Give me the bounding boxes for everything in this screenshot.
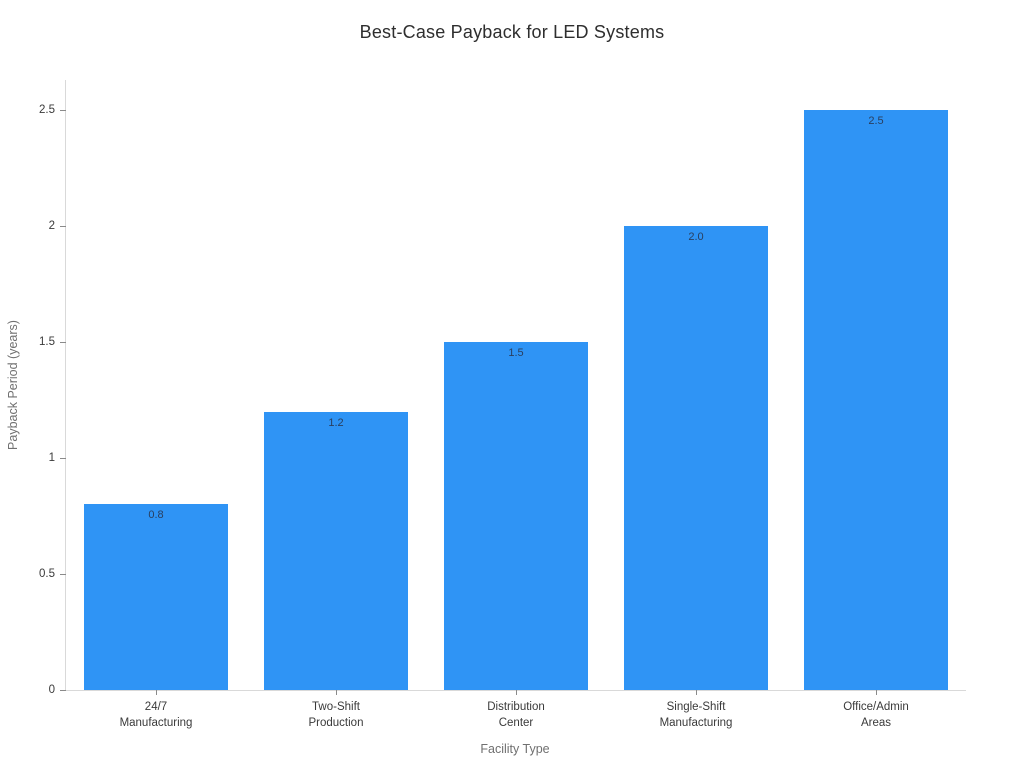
x-category-label: Distribution Center — [487, 701, 545, 729]
bar: 1.5 — [444, 342, 588, 690]
chart-title: Best-Case Payback for LED Systems — [359, 22, 665, 42]
y-tick-label: 1 — [48, 452, 55, 465]
y-tick-label: 0.5 — [39, 568, 55, 581]
y-axis-title: Payback Period (years) — [6, 320, 20, 450]
plot-area: 0 0.5 1 1.5 2 2.5 0.8 24/7 Manufacturing 1.2 Two-… — [39, 80, 966, 729]
bar-value-label: 2.5 — [868, 115, 884, 128]
x-tick-mark — [335, 690, 337, 695]
x-tick-mark — [695, 690, 697, 695]
x-category-label: Single-Shift Manufacturing — [659, 701, 733, 729]
x-category-label: Two-Shift Production — [308, 701, 364, 729]
bar-value-label: 1.2 — [328, 416, 344, 429]
y-tick-mark — [60, 109, 66, 111]
y-tick-mark — [60, 225, 66, 227]
x-category-label: 24/7 Manufacturing — [119, 701, 193, 729]
y-tick-mark — [60, 341, 66, 343]
y-tick-label: 0 — [48, 684, 55, 696]
x-tick-mark — [515, 690, 517, 695]
y-tick-label: 2 — [48, 220, 55, 233]
y-tick-mark — [60, 689, 66, 691]
x-axis-title: Facility Type — [480, 742, 550, 756]
bar-value-label: 2.0 — [688, 231, 704, 244]
bar: 0.8 — [84, 504, 228, 690]
bar-value-label: 0.8 — [148, 509, 164, 522]
bar: 1.2 — [264, 411, 408, 690]
y-tick-label: 2.5 — [39, 104, 55, 117]
bar: 2.5 — [804, 110, 948, 690]
x-category-label: Office/Admin Areas — [843, 701, 909, 729]
x-tick-mark — [875, 690, 877, 695]
bar: 2.0 — [624, 226, 768, 690]
y-tick-label: 1.5 — [39, 336, 55, 349]
bar-value-label: 1.5 — [508, 347, 524, 360]
x-tick-mark — [155, 690, 157, 695]
y-tick-mark — [60, 457, 66, 459]
y-tick-mark — [60, 573, 66, 575]
